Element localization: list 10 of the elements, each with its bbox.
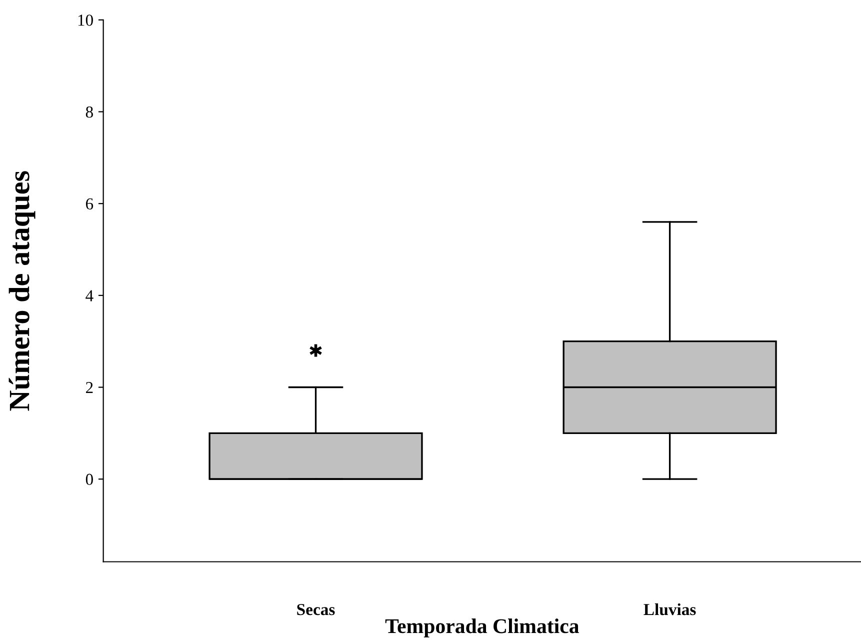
y-tick-label: 6 xyxy=(86,198,94,210)
y-axis-title: Número de ataques xyxy=(8,171,36,411)
y-tick-label: 8 xyxy=(86,106,93,118)
x-tick-label: Secas xyxy=(297,604,335,616)
y-tick-label: 2 xyxy=(86,382,93,394)
x-tick-label: Lluvias xyxy=(644,603,696,616)
x-axis-title: Temporada Climatica xyxy=(385,618,579,638)
y-tick-label: 10 xyxy=(78,14,93,26)
y-tick-label: 4 xyxy=(86,290,94,302)
y-tick-label: 0 xyxy=(86,474,93,486)
